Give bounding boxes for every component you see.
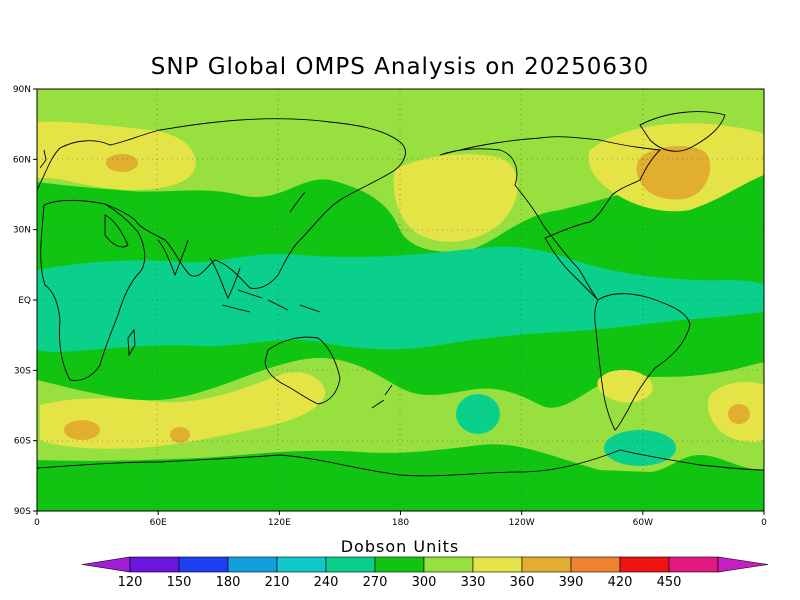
colorbar-level-label: 360 — [510, 575, 535, 590]
colorbar-level-label: 390 — [559, 575, 584, 590]
colorbar-swatch — [619, 556, 670, 573]
colorbar-level-label: 240 — [314, 575, 339, 590]
lat-tick-label: 30S — [14, 366, 31, 376]
colorbar-swatch — [325, 556, 376, 573]
uk-outline — [39, 149, 47, 169]
lon-tick-label: 0 — [761, 518, 767, 528]
colorbar-level-label: 420 — [608, 575, 633, 590]
colorbar-level-label: 300 — [412, 575, 437, 590]
lat-tick-label: 90N — [13, 85, 31, 95]
field-270-patch — [456, 394, 500, 434]
lon-tick-label: 0 — [34, 518, 40, 528]
colorbar-level-label: 450 — [657, 575, 682, 590]
field-390-patch — [728, 404, 750, 424]
lat-tick-label: 60N — [13, 155, 31, 165]
field-330-south — [37, 358, 764, 472]
eurasia-outline — [37, 118, 406, 289]
lon-axis: 0 60E 120E 180 120W 60W 0 — [34, 511, 767, 528]
madagascar-outline — [127, 328, 136, 357]
australia-outline — [264, 336, 341, 405]
lon-tick-label: 180 — [392, 518, 409, 528]
colorbar-title: Dobson Units — [341, 537, 460, 556]
colorbar-level-label: 120 — [118, 575, 143, 590]
colorbar-swatch — [227, 556, 278, 573]
colorbar-level-label: 180 — [216, 575, 241, 590]
lat-tick-label: 30N — [13, 226, 31, 236]
colorbar-level-label: 270 — [363, 575, 388, 590]
lon-tick-label: 120W — [509, 518, 535, 528]
coastlines — [37, 111, 764, 477]
lat-tick-label: 60S — [14, 437, 31, 447]
lat-axis: 90N 60N 30N EQ 30S 60S 90S — [13, 85, 37, 517]
indonesia-outline — [221, 289, 321, 313]
colorbar-swatch — [276, 556, 327, 573]
colorbar-swatch — [129, 556, 180, 573]
colorbar-swatch — [570, 556, 621, 573]
colorbar: 120 150 180 210 240 270 300 330 360 390 420 450 — [81, 556, 769, 590]
colorbar-level-label: 330 — [461, 575, 486, 590]
field-360-south — [40, 372, 326, 449]
field-360-north — [393, 154, 518, 242]
colorbar-swatch — [668, 556, 719, 573]
field-270-tropics — [37, 246, 764, 352]
graticule — [37, 89, 764, 511]
field-390-patch — [64, 420, 100, 440]
map-title: SNP Global OMPS Analysis on 20250630 — [150, 54, 650, 80]
lon-tick-label: 60E — [150, 518, 167, 528]
new-zealand-outline — [371, 384, 393, 409]
indochina-outline — [209, 257, 241, 300]
lon-tick-label: 120E — [268, 518, 291, 528]
lat-tick-label: EQ — [18, 296, 31, 306]
japan-outline — [289, 191, 306, 213]
india-outline — [157, 239, 189, 277]
field-390-patch — [170, 427, 190, 443]
colorbar-swatch — [178, 556, 229, 573]
colorbar-level-label: 210 — [265, 575, 290, 590]
arabia-outline — [104, 214, 129, 248]
colorbar-arrow-low — [81, 556, 131, 573]
colorbar-arrow-high — [717, 556, 769, 573]
field-390-patch — [106, 154, 138, 172]
north-america-outline — [439, 136, 661, 301]
colorbar-swatch — [423, 556, 474, 573]
field-390-patch — [636, 146, 711, 200]
lon-tick-label: 60W — [633, 518, 653, 528]
greenland-outline — [639, 111, 726, 152]
south-america-outline — [594, 293, 691, 431]
africa-outline — [40, 199, 146, 381]
field-360-south — [597, 369, 653, 403]
lat-tick-label: 90S — [14, 507, 31, 517]
colorbar-swatch — [521, 556, 572, 573]
colorbar-level-label: 150 — [167, 575, 192, 590]
colorbar-swatch — [374, 556, 425, 573]
field-270-patch — [604, 430, 676, 466]
antarctica-outline — [37, 449, 764, 477]
ozone-field — [37, 89, 764, 511]
colorbar-swatch — [472, 556, 523, 573]
